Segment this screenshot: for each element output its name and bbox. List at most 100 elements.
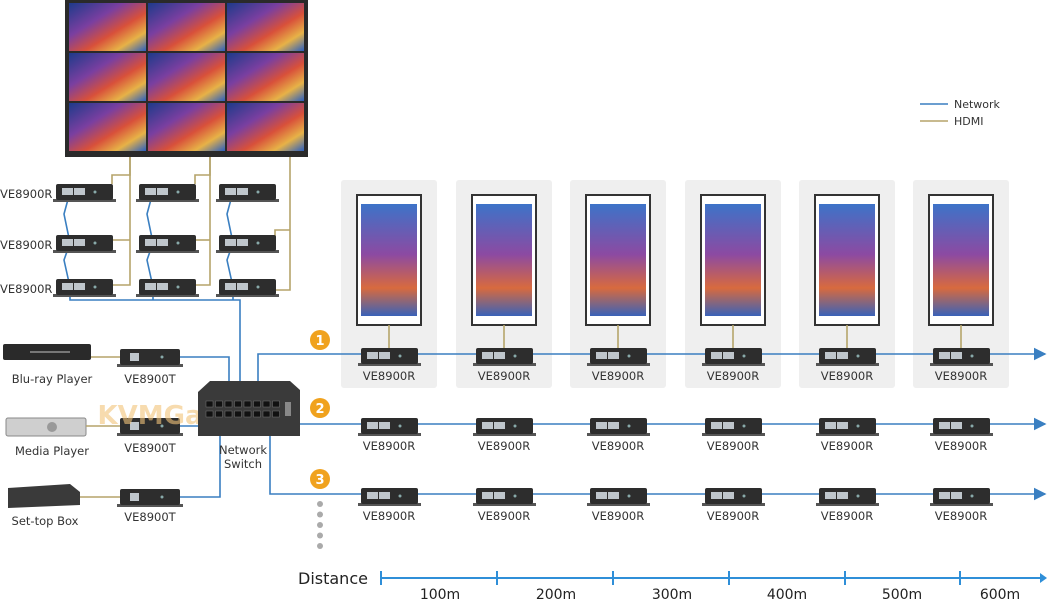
box-flange	[702, 503, 765, 506]
ethernet-port-icon	[237, 188, 248, 195]
box-flange	[473, 433, 536, 436]
transmitter-label: VE8900T	[124, 441, 176, 455]
chain-receiver	[930, 418, 993, 436]
led-icon	[176, 190, 180, 194]
switch-port-icon	[253, 410, 261, 418]
ethernet-port-icon	[494, 352, 505, 359]
distance-arrow-icon	[1040, 573, 1047, 583]
hdmi-cable	[275, 157, 291, 291]
wall-receiver	[53, 235, 116, 253]
ethernet-port-icon	[157, 239, 168, 246]
ethernet-port-icon	[379, 352, 390, 359]
chain-3-network-cable	[269, 436, 1047, 501]
wall-receiver	[53, 279, 116, 297]
chain-receiver	[358, 418, 421, 436]
chain-badge	[310, 469, 330, 489]
switch-port-icon	[272, 400, 280, 408]
chain-receiver	[587, 348, 650, 366]
led-icon	[398, 494, 402, 498]
chain-receiver	[816, 348, 879, 366]
ethernet-port-icon	[711, 422, 722, 429]
led-icon	[513, 354, 517, 358]
more-chains-dot	[317, 522, 323, 528]
media-player-icon	[5, 417, 87, 437]
led-icon	[256, 241, 260, 245]
led-icon	[970, 494, 974, 498]
box-flange	[587, 433, 650, 436]
chain-receiver-label: VE8900R	[935, 509, 987, 523]
display-screen-image	[933, 204, 989, 316]
legend-label: HDMI	[954, 115, 983, 128]
display-screen-image	[705, 204, 761, 316]
chain-badge	[310, 398, 330, 418]
box-flange	[216, 199, 279, 202]
ethernet-port-icon	[939, 492, 950, 499]
box-flange	[117, 364, 183, 367]
chain-receiver-label: VE8900R	[935, 439, 987, 453]
display-screen-image	[361, 204, 417, 316]
ethernet-port-icon	[837, 422, 848, 429]
box-flange	[117, 504, 183, 507]
box-flange	[358, 503, 421, 506]
chain-receiver	[702, 418, 765, 436]
led-icon	[856, 494, 860, 498]
media-player-body	[5, 417, 87, 437]
more-chains-dot	[317, 543, 323, 549]
switch-port-icon	[215, 410, 223, 418]
box-flange	[702, 433, 765, 436]
switch-body	[198, 381, 300, 436]
wall-receiver	[136, 279, 199, 297]
ethernet-port-icon	[130, 493, 139, 501]
ethernet-port-icon	[608, 492, 619, 499]
ethernet-port-icon	[951, 422, 962, 429]
led-icon	[627, 424, 631, 428]
ethernet-port-icon	[379, 422, 390, 429]
chain-badge-number: 2	[315, 402, 324, 417]
chain-receiver-label: VE8900R	[592, 439, 644, 453]
led-icon	[856, 424, 860, 428]
blu-ray-player-icon	[3, 344, 91, 360]
led-icon	[398, 424, 402, 428]
box-flange	[930, 503, 993, 506]
chain-receiver	[587, 488, 650, 506]
led-icon	[93, 241, 97, 245]
box-flange	[136, 199, 199, 202]
ethernet-port-icon	[723, 492, 734, 499]
switch-port-icon	[215, 400, 223, 408]
switch-port-icon	[272, 410, 280, 418]
ethernet-port-icon	[225, 283, 236, 290]
legend-label: Network	[954, 98, 1001, 111]
video-wall-screen	[148, 53, 225, 101]
network-switch-icon	[198, 381, 300, 436]
source-device-label: Blu-ray Player	[12, 372, 93, 386]
led-icon	[742, 494, 746, 498]
ethernet-port-icon	[130, 422, 139, 430]
box-flange	[136, 294, 199, 297]
chain-receiver-label: VE8900R	[821, 509, 873, 523]
chain-receiver	[702, 348, 765, 366]
ethernet-port-icon	[367, 352, 378, 359]
more-chains-dot	[317, 532, 323, 539]
box-flange	[587, 363, 650, 366]
box-flange	[216, 294, 279, 297]
led-icon	[176, 285, 180, 289]
transmitter	[117, 349, 183, 367]
chain-receiver-label: VE8900R	[363, 439, 415, 453]
box-flange	[702, 363, 765, 366]
led-icon	[627, 494, 631, 498]
source-device-label: Set-top Box	[12, 514, 79, 528]
ethernet-port-icon	[62, 283, 73, 290]
ethernet-port-icon	[145, 188, 156, 195]
source-device-label: Media Player	[15, 444, 89, 458]
switch-port-icon	[205, 400, 214, 408]
box-body	[120, 349, 180, 365]
switch-port-icon	[243, 410, 252, 418]
chain-receiver-label: VE8900R	[592, 509, 644, 523]
led-icon	[513, 424, 517, 428]
box-flange	[117, 433, 183, 436]
distance-label: Distance	[298, 569, 368, 588]
ethernet-port-icon	[225, 239, 236, 246]
box-flange	[358, 433, 421, 436]
wall-receiver	[216, 235, 279, 253]
chain-receiver	[358, 348, 421, 366]
